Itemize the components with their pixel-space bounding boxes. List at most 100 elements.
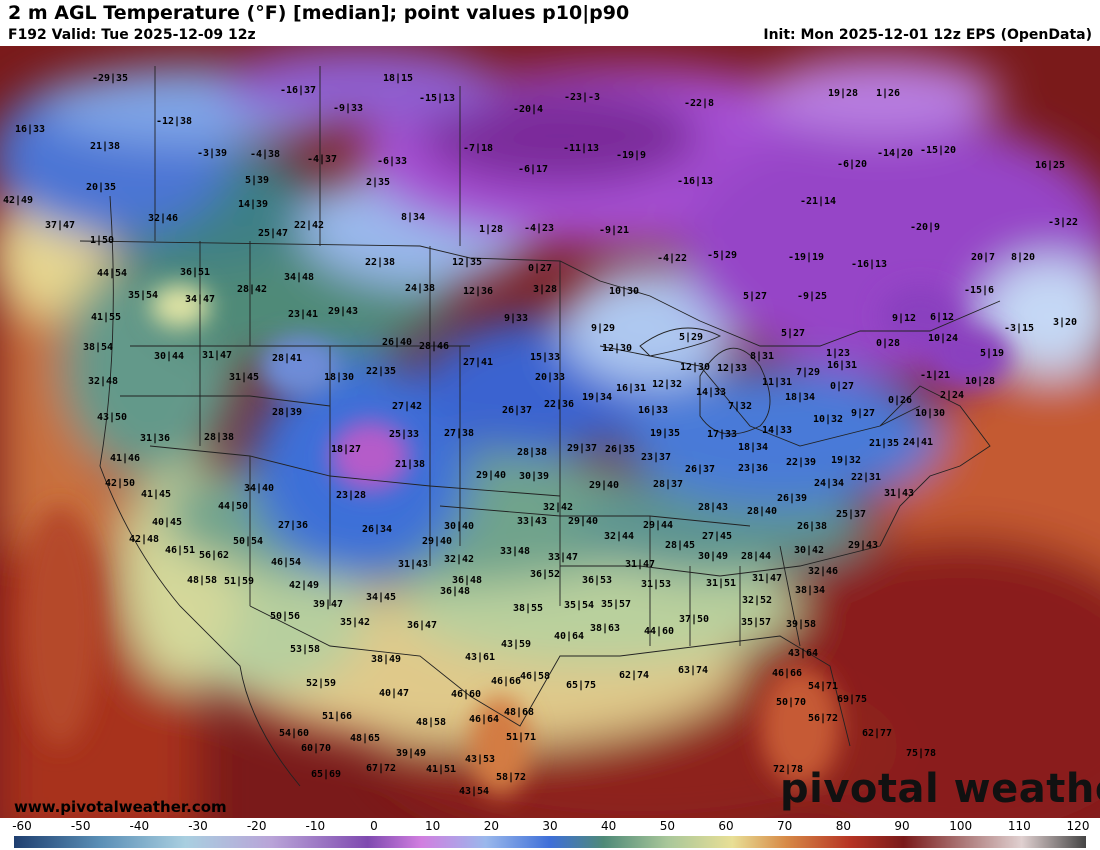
point-value-label: 35|54 [128,290,158,301]
point-value-label: 28|38 [204,432,234,443]
point-value-label: 9|33 [504,313,528,324]
point-value-label: 12|30 [680,362,710,373]
point-value-label: 17|33 [707,429,737,440]
point-value-label: 26|34 [362,524,392,535]
colorbar-labels: -60 -50 -40 -30 -20 -10 0 10 20 30 40 50 60 70 80 90 100… [0,818,1100,834]
point-value-label: 27|36 [278,520,308,531]
point-value-label: 19|34 [582,392,612,403]
point-value-label: 50|70 [776,697,806,708]
colorbar-tick-label: 80 [835,819,851,833]
point-value-label: -19|19 [788,252,824,263]
point-value-label: 54|71 [808,681,838,692]
point-value-label: 41|55 [91,312,121,323]
point-value-label: 43|59 [501,639,531,650]
point-value-label: 10|32 [813,414,843,425]
colorbar-tick-label: 100 [949,819,973,833]
point-value-label: 24|34 [814,478,844,489]
point-value-label: 23|41 [288,309,318,320]
point-value-label: 62|74 [619,670,649,681]
point-value-label: 32|46 [808,566,838,577]
point-value-label: 16|31 [616,383,646,394]
point-value-label: 20|35 [86,182,116,193]
point-value-label: 27|45 [702,531,732,542]
point-value-label: 44|50 [218,501,248,512]
point-value-label: -5|29 [707,250,737,261]
point-value-label: 31|36 [140,433,170,444]
point-value-label: 63|74 [678,665,708,676]
point-value-label: 5|27 [743,291,767,302]
point-value-label: 14|39 [238,199,268,210]
point-value-label: -4|38 [250,149,280,160]
point-value-label: 60|70 [301,743,331,754]
point-value-label: 48|68 [504,707,534,718]
point-value-label: 5|29 [679,332,703,343]
point-value-label: 33|43 [517,516,547,527]
point-value-label: 46|54 [271,557,301,568]
point-value-label: 48|65 [350,733,380,744]
colorbar-tick-label: 40 [601,819,617,833]
point-value-label: 19|32 [831,455,861,466]
point-value-label: 28|40 [747,506,777,517]
colorbar: -60 -50 -40 -30 -20 -10 0 10 20 30 40 50 60 70 80 90 100… [0,818,1100,850]
point-value-label: 46|51 [165,545,195,556]
point-value-label: 20|7 [971,252,995,263]
point-value-label: 31|45 [229,372,259,383]
point-value-label: 26|40 [382,337,412,348]
point-value-label: 30|42 [794,545,824,556]
point-value-label: 50|56 [270,611,300,622]
point-value-label: -1|21 [920,370,950,381]
point-value-label: 42|49 [3,195,33,206]
point-value-label: 48|58 [187,575,217,586]
point-value-label: -6|17 [518,164,548,175]
point-value-label: 51|66 [322,711,352,722]
point-value-label: 28|45 [665,540,695,551]
point-value-label: 22|35 [366,366,396,377]
point-value-label: 26|39 [777,493,807,504]
point-value-label: 41|46 [110,453,140,464]
point-value-label: 10|30 [915,408,945,419]
point-value-label: 31|53 [641,579,671,590]
point-value-label: 36|52 [530,569,560,580]
point-value-label: 52|59 [306,678,336,689]
point-value-label: 5|39 [245,175,269,186]
point-value-label: 27|42 [392,401,422,412]
colorbar-tick-label: -50 [70,819,91,833]
point-value-label: 0|27 [830,381,854,392]
point-value-label: 29|37 [567,443,597,454]
point-value-label: 7|29 [796,367,820,378]
point-value-label: 30|40 [444,521,474,532]
point-value-label: 23|28 [336,490,366,501]
point-value-label: 12|30 [602,343,632,354]
point-value-label: 18|30 [324,372,354,383]
colorbar-tick-label: 120 [1066,819,1090,833]
point-value-label: 9|27 [851,408,875,419]
point-value-label: 25|33 [389,429,419,440]
point-value-label: 22|31 [851,472,881,483]
point-value-label: -23|-3 [564,92,600,103]
point-value-label: -3|39 [197,148,227,159]
point-value-label: 46|66 [491,676,521,687]
point-value-label: 16|33 [638,405,668,416]
point-value-label: 41|45 [141,489,171,500]
point-value-label: 29|40 [568,516,598,527]
point-value-label: 22|36 [544,399,574,410]
point-value-label: 31|51 [706,578,736,589]
point-value-label: -9|21 [599,225,629,236]
colorbar-tick-label: -20 [246,819,267,833]
point-value-label: 32|44 [604,531,634,542]
point-value-label: 31|43 [398,559,428,570]
point-value-label: 75|78 [906,748,936,759]
point-value-label: 9|12 [892,313,916,324]
point-value-label: 31|47 [752,573,782,584]
point-value-label: 30|44 [154,351,184,362]
point-value-label: 16|31 [827,360,857,371]
point-value-label: 27|41 [463,357,493,368]
point-value-label: 39|47 [313,599,343,610]
point-value-label: 28|43 [698,502,728,513]
point-value-label: 40|64 [554,631,584,642]
point-value-label: 14|33 [762,425,792,436]
point-value-label: 67|72 [366,763,396,774]
point-value-label: 65|69 [311,769,341,780]
colorbar-tick-label: 60 [718,819,734,833]
point-value-label: 0|27 [528,263,552,274]
